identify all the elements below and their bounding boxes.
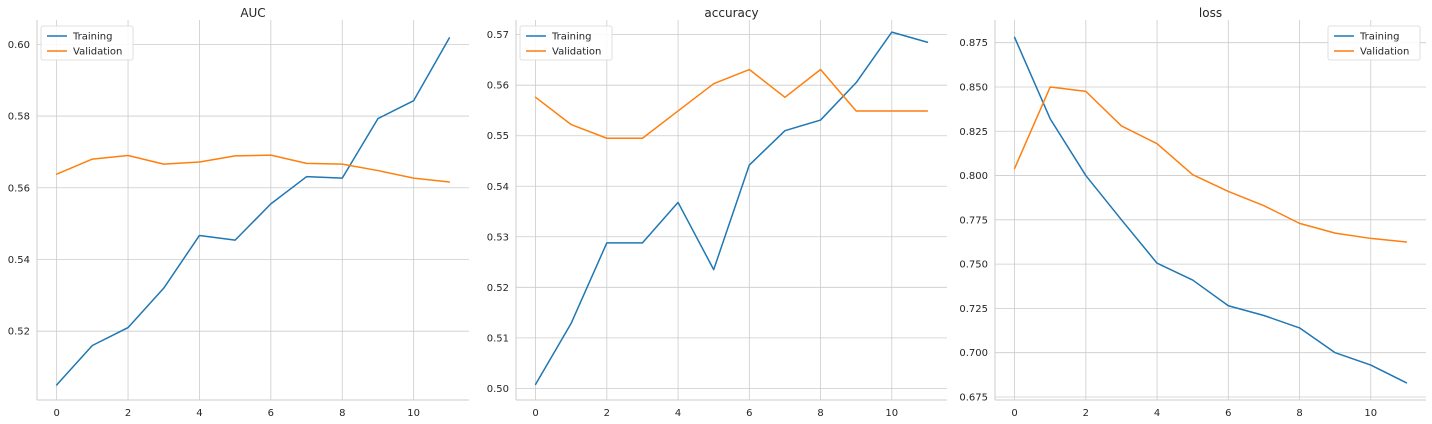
y-tick-label: 0.52 [8,327,30,338]
legend-label-validation: Validation [552,47,601,58]
y-tick-label: 0.60 [8,40,30,51]
y-tick-label: 0.57 [487,30,509,41]
chart-title: accuracy [704,6,758,20]
x-tick-label: 8 [817,408,823,419]
y-tick-label: 0.51 [487,333,509,344]
series-line-training [534,31,929,386]
legend-label-training: Training [72,32,112,43]
x-tick-label: 8 [1296,408,1302,419]
y-tick-label: 0.50 [487,384,509,395]
y-tick-label: 0.750 [959,260,988,271]
x-tick-label: 4 [675,408,681,419]
chart-panel-auc: AUC 0 2 4 6 8 10 0.52 0.54 0.56 0.58 0.60 Training V… [8,6,469,419]
x-tick-label: 10 [1364,408,1377,419]
y-tick-label: 0.675 [959,392,988,403]
chart-title: AUC [240,6,265,20]
y-tick-label: 0.55 [487,131,509,142]
x-tick-label: 2 [125,408,131,419]
chart-legend: Training Validation [519,25,613,61]
legend-label-validation: Validation [1360,47,1409,58]
x-tick-label: 0 [532,408,538,419]
x-tick-label: 6 [1225,408,1231,419]
x-tick-label: 4 [196,408,202,419]
y-tick-label: 0.56 [8,183,30,194]
y-tick-label: 0.52 [487,283,509,294]
series-line-validation [55,154,451,183]
y-tick-label: 0.725 [959,304,988,315]
x-tick-label: 6 [268,408,274,419]
x-tick-label: 10 [885,408,898,419]
x-tick-label: 6 [746,408,752,419]
chart-legend: Training Validation [1327,25,1421,61]
x-tick-label: 0 [1011,408,1017,419]
y-tick-label: 0.58 [8,112,30,123]
y-tick-label: 0.850 [959,82,988,93]
y-tick-label: 0.875 [959,38,988,49]
chart-legend: Training Validation [40,25,134,61]
y-tick-label: 0.825 [959,127,988,138]
series-line-training [55,37,451,386]
y-tick-label: 0.775 [959,215,988,226]
chart-panel-loss: loss 0 2 4 6 8 10 0.675 0.700 0.725 0.750 0.775 0.8… [959,6,1426,419]
chart-panel-accuracy: accuracy 0 2 4 6 8 10 0.50 0.51 0.52 0.53 0.54 0.55… [487,6,947,419]
x-tick-label: 4 [1154,408,1160,419]
x-tick-label: 8 [339,408,345,419]
x-tick-label: 2 [604,408,610,419]
y-tick-label: 0.54 [487,182,509,193]
y-tick-label: 0.56 [487,81,509,92]
y-tick-label: 0.800 [959,171,988,182]
series-line-validation [534,68,929,139]
series-line-validation [1013,86,1408,243]
series-line-training [1013,36,1408,384]
x-tick-label: 10 [407,408,420,419]
legend-label-training: Training [1359,32,1399,43]
y-tick-label: 0.54 [8,255,30,266]
legend-label-validation: Validation [73,47,122,58]
y-tick-label: 0.700 [959,348,988,359]
y-tick-label: 0.53 [487,232,509,243]
chart-title: loss [1199,6,1222,20]
x-tick-label: 0 [53,408,59,419]
legend-label-training: Training [551,32,591,43]
x-tick-label: 2 [1083,408,1089,419]
